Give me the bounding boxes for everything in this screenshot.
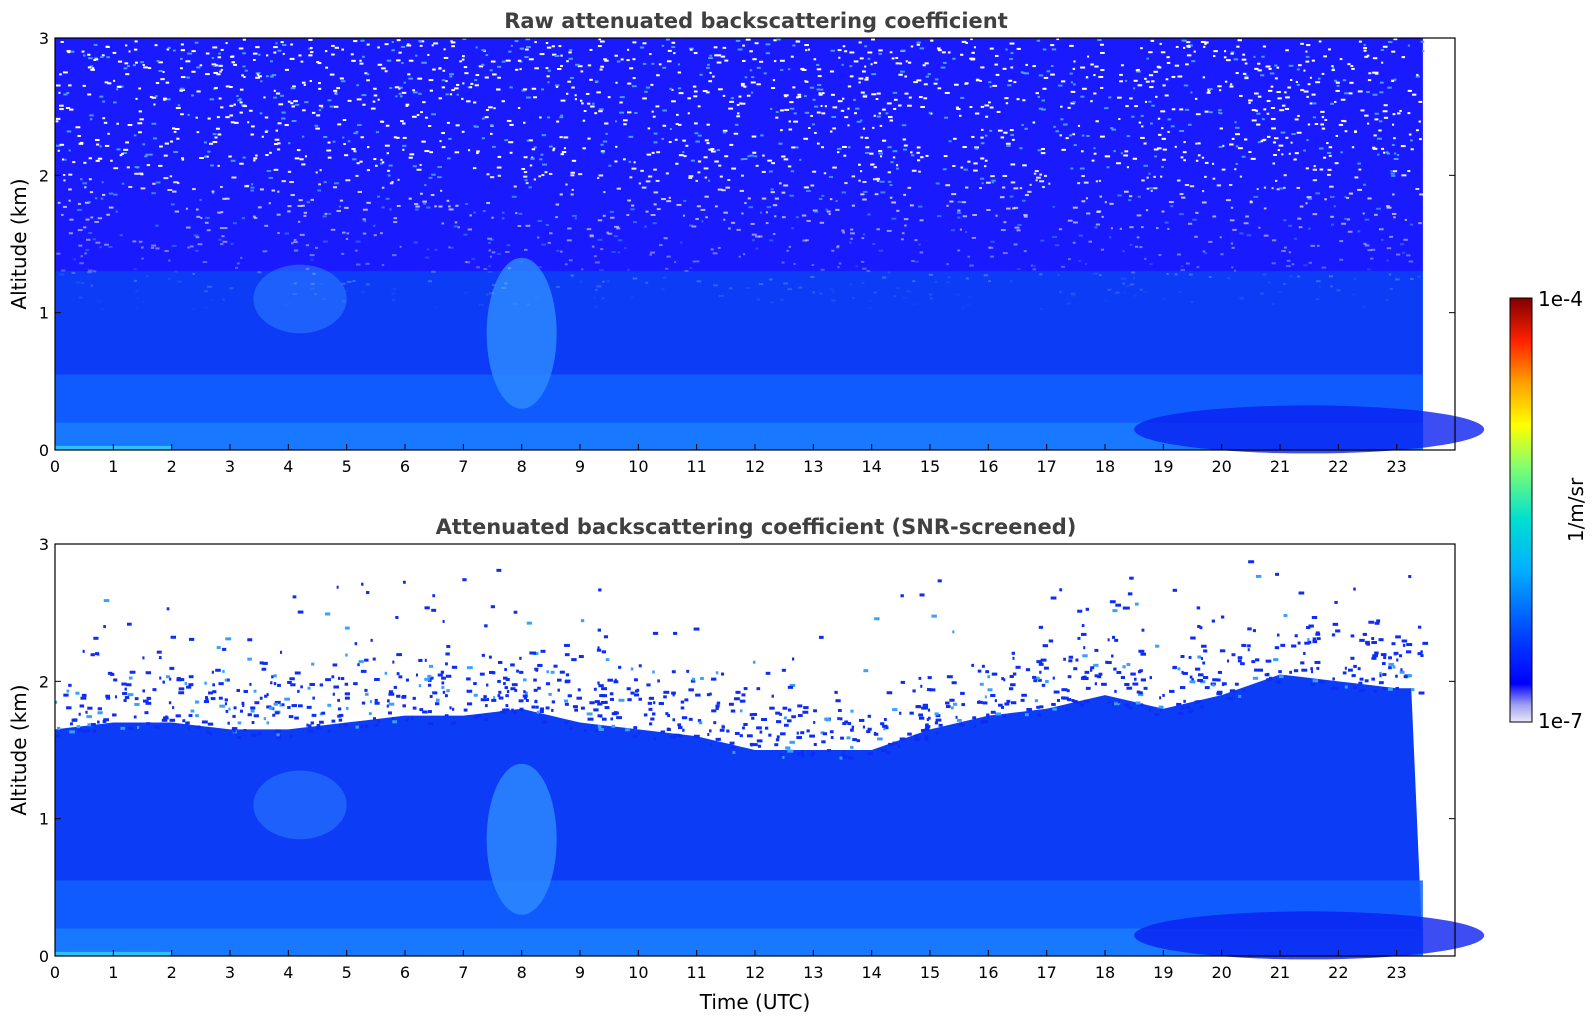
x-tick-label: 20 [1211,457,1231,476]
colorbar: 1e-4 1e-7 1/m/sr [1509,287,1588,733]
x-tick-label: 16 [978,963,998,982]
screened-panel-title: Attenuated backscattering coefficient (S… [436,515,1077,539]
colorbar-unit-label: 1/m/sr [1564,477,1588,542]
x-tick-label: 12 [745,457,765,476]
x-tick-label: 12 [745,963,765,982]
screened-y-axis-label: Altitude (km) [7,684,31,815]
x-tick-label: 5 [342,963,352,982]
x-tick-label: 6 [400,457,410,476]
stable-layer [1134,911,1485,960]
colorbar-max-label: 1e-4 [1538,287,1583,311]
x-axis-label: Time (UTC) [699,990,811,1014]
x-tick-label: 7 [458,963,468,982]
x-tick-label: 7 [458,457,468,476]
raw-panel-title: Raw attenuated backscattering coefficien… [504,9,1008,33]
x-tick-label: 15 [920,457,940,476]
x-tick-label: 2 [167,963,177,982]
x-tick-label: 18 [1095,457,1115,476]
y-tick-label: 2 [39,166,49,185]
aerosol-plume-secondary [253,770,347,840]
x-tick-label: 13 [803,457,823,476]
x-tick-label: 3 [225,457,235,476]
x-tick-label: 4 [283,963,293,982]
y-tick-label: 0 [39,441,49,460]
x-tick-label: 0 [50,963,60,982]
x-tick-label: 19 [1153,457,1173,476]
raw-axes: 0 1 2 3 4 5 6 7 8 9 10 11 12 13 14 15 16 17 18 19 20 21 22 2301… [39,29,1455,476]
raw-heatmap [55,38,1485,454]
x-tick-label: 14 [861,457,881,476]
x-tick-label: 22 [1328,457,1348,476]
x-tick-label: 4 [283,457,293,476]
x-tick-label: 10 [628,963,648,982]
x-tick-label: 1 [108,457,118,476]
raw-y-axis-label: Altitude (km) [7,178,31,309]
aerosol-plume [486,257,557,409]
x-tick-label: 21 [1270,963,1290,982]
x-tick-label: 21 [1270,457,1290,476]
aerosol-plume-secondary [253,264,347,334]
x-tick-label: 5 [342,457,352,476]
colorbar-min-label: 1e-7 [1538,709,1583,733]
y-tick-label: 1 [39,810,49,829]
x-tick-label: 10 [628,457,648,476]
raw-backscatter-panel: Raw attenuated backscattering coefficien… [7,9,1485,476]
noisy-upper-region [55,38,1423,272]
x-tick-label: 14 [861,963,881,982]
x-tick-label: 15 [920,963,940,982]
x-tick-label: 22 [1328,963,1348,982]
x-tick-label: 2 [167,457,177,476]
stable-layer [1134,405,1485,454]
x-tick-label: 0 [50,457,60,476]
screened-backscatter-panel: Attenuated backscattering coefficient (S… [7,515,1485,1014]
screened-axes: 0 1 2 3 4 5 6 7 8 9 10 11 12 13 14 15 16 17 18 19 20 21 22 2301… [39,535,1455,982]
x-tick-label: 3 [225,963,235,982]
x-tick-label: 19 [1153,963,1173,982]
screened-speckle [55,560,1429,760]
x-tick-label: 16 [978,457,998,476]
x-tick-label: 11 [686,457,706,476]
x-tick-label: 8 [517,963,527,982]
y-tick-label: 2 [39,672,49,691]
x-tick-label: 9 [575,963,585,982]
screened-heatmap [55,560,1485,960]
y-tick-label: 0 [39,947,49,966]
x-tick-label: 13 [803,963,823,982]
y-tick-label: 3 [39,535,49,554]
x-tick-label: 20 [1211,963,1231,982]
x-tick-label: 18 [1095,963,1115,982]
x-tick-label: 8 [517,457,527,476]
aerosol-plume [486,763,557,915]
x-tick-label: 23 [1386,457,1406,476]
noise-speckle [55,38,1425,309]
x-tick-label: 1 [108,963,118,982]
y-tick-label: 3 [39,29,49,48]
x-tick-label: 17 [1036,457,1056,476]
y-tick-label: 1 [39,304,49,323]
x-tick-label: 17 [1036,963,1056,982]
x-tick-label: 9 [575,457,585,476]
colorbar-gradient [1509,297,1533,723]
x-tick-label: 6 [400,963,410,982]
x-tick-label: 11 [686,963,706,982]
x-tick-label: 23 [1386,963,1406,982]
